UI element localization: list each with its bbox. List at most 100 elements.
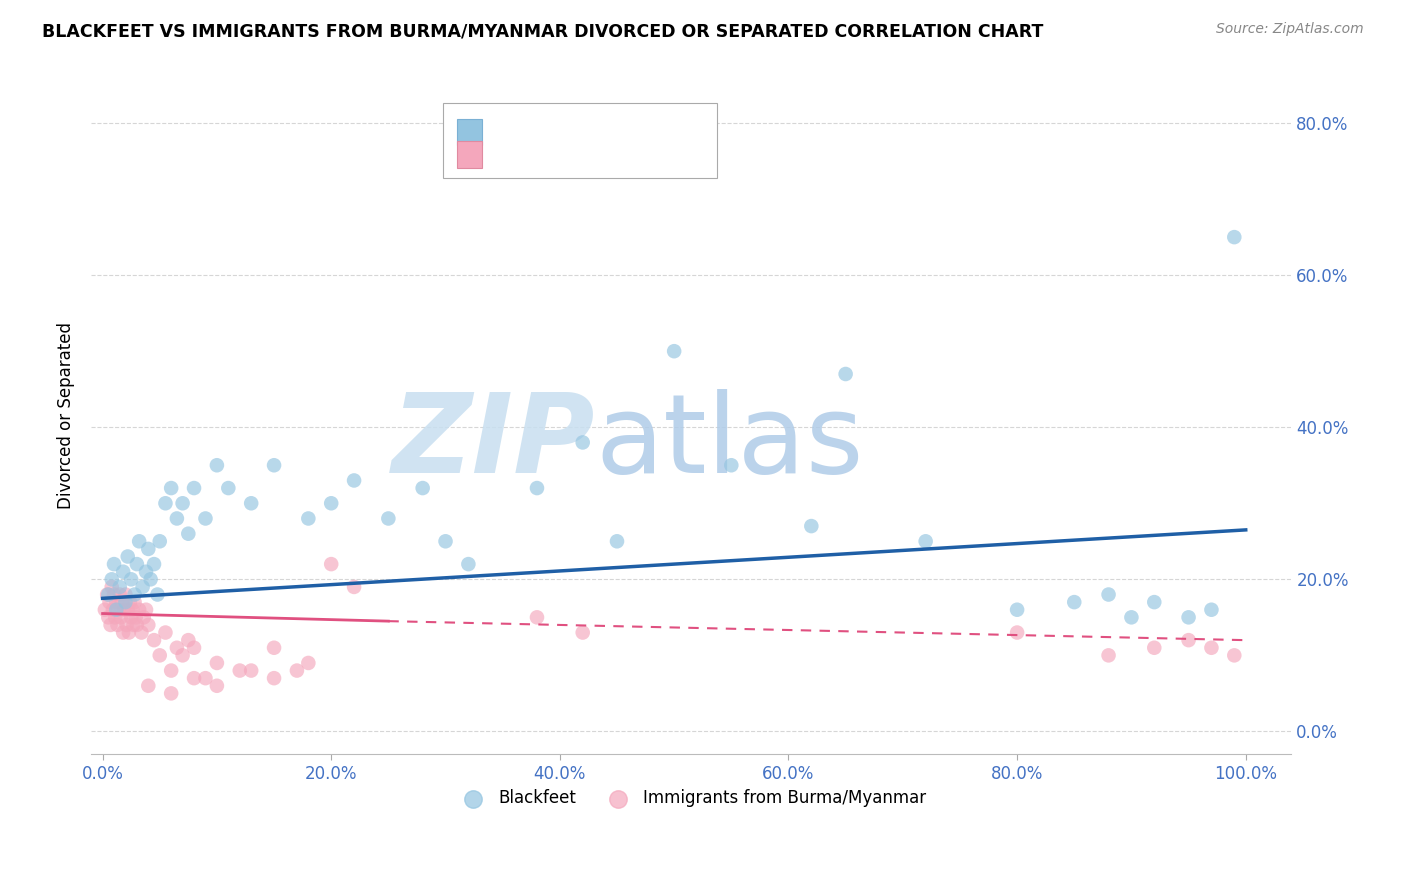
Text: BLACKFEET VS IMMIGRANTS FROM BURMA/MYANMAR DIVORCED OR SEPARATED CORRELATION CHA: BLACKFEET VS IMMIGRANTS FROM BURMA/MYANM… [42, 22, 1043, 40]
Point [297, 656, 319, 670]
Point [124, 595, 146, 609]
Text: ZIP: ZIP [392, 390, 595, 496]
Point [136, 618, 159, 632]
Point [155, 625, 177, 640]
Point [120, 610, 142, 624]
Point [121, 603, 143, 617]
Point [143, 557, 166, 571]
Point [1005, 625, 1028, 640]
Point [136, 679, 159, 693]
Point [117, 549, 139, 564]
Point [1063, 595, 1085, 609]
Point [526, 481, 548, 495]
Text: R =  0.227   N = 53: R = 0.227 N = 53 [494, 125, 643, 139]
Point [100, 580, 122, 594]
Point [112, 565, 135, 579]
Point [263, 458, 285, 473]
Point [125, 557, 148, 571]
Point [111, 595, 134, 609]
Point [1201, 640, 1223, 655]
Point [131, 625, 153, 640]
Point [114, 595, 136, 609]
Point [112, 625, 135, 640]
Point [97, 610, 120, 624]
Point [285, 664, 308, 678]
Point [118, 595, 141, 609]
Point [434, 534, 457, 549]
Point [149, 648, 172, 663]
Point [101, 603, 124, 617]
Point [263, 671, 285, 685]
Point [240, 664, 263, 678]
Point [1223, 648, 1246, 663]
Point [125, 610, 148, 624]
Point [112, 603, 135, 617]
Point [105, 595, 128, 609]
Point [240, 496, 263, 510]
Point [1223, 230, 1246, 244]
Point [107, 618, 129, 632]
Point [343, 580, 366, 594]
Point [110, 610, 132, 624]
Point [205, 679, 228, 693]
Point [1005, 603, 1028, 617]
Point [107, 603, 129, 617]
Point [108, 580, 131, 594]
Point [343, 474, 366, 488]
Point [177, 526, 200, 541]
Point [135, 603, 157, 617]
Point [149, 534, 172, 549]
Point [194, 511, 217, 525]
Point [97, 588, 120, 602]
Point [122, 618, 145, 632]
Point [1097, 648, 1119, 663]
Point [105, 603, 128, 617]
Point [720, 458, 742, 473]
Point [103, 588, 125, 602]
Point [136, 541, 159, 556]
Point [172, 496, 194, 510]
Point [321, 557, 343, 571]
Point [114, 588, 136, 602]
Point [229, 664, 252, 678]
Point [172, 648, 194, 663]
Point [606, 534, 628, 549]
Point [166, 511, 188, 525]
Point [128, 534, 150, 549]
Point [1097, 588, 1119, 602]
Y-axis label: Divorced or Separated: Divorced or Separated [58, 322, 75, 509]
Point [143, 633, 166, 648]
Point [115, 618, 138, 632]
Point [1143, 595, 1166, 609]
Point [217, 481, 239, 495]
Point [108, 588, 131, 602]
Point [132, 610, 155, 624]
Point [146, 588, 169, 602]
Point [125, 618, 148, 632]
Point [104, 610, 127, 624]
Point [571, 435, 593, 450]
Point [139, 572, 162, 586]
Legend: Blackfeet, Immigrants from Burma/Myanmar: Blackfeet, Immigrants from Burma/Myanmar [450, 782, 932, 814]
Point [135, 565, 157, 579]
Point [526, 610, 548, 624]
Point [662, 344, 685, 359]
Point [124, 588, 146, 602]
Point [117, 603, 139, 617]
Point [100, 572, 122, 586]
Point [160, 686, 183, 700]
Point [183, 640, 205, 655]
Point [183, 671, 205, 685]
Point [457, 557, 479, 571]
Point [155, 496, 177, 510]
Point [118, 625, 141, 640]
Point [100, 618, 122, 632]
Point [1143, 640, 1166, 655]
Point [98, 595, 121, 609]
Point [1201, 603, 1223, 617]
Point [800, 519, 823, 533]
Point [96, 588, 118, 602]
Point [571, 625, 593, 640]
Point [1177, 633, 1199, 648]
Text: R = -0.044   N = 63: R = -0.044 N = 63 [494, 147, 644, 161]
